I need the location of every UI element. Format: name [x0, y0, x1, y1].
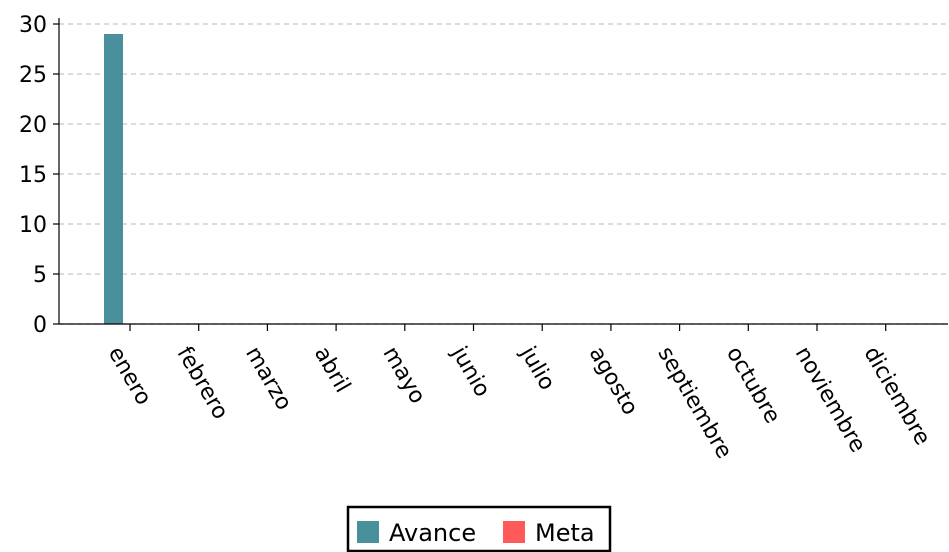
x-tick-label: febrero — [172, 343, 233, 424]
legend-swatch-meta — [503, 521, 525, 543]
grid-lines — [59, 23, 948, 325]
bars — [104, 34, 123, 324]
y-tick-label: 30 — [19, 13, 47, 38]
y-tick-label: 10 — [19, 213, 47, 238]
bar-avance — [104, 34, 123, 324]
legend: Avance Meta — [346, 505, 612, 552]
x-tick-label: julio — [515, 342, 560, 395]
axes — [58, 18, 948, 325]
x-tick-label: marzo — [240, 343, 296, 415]
y-tick-label: 15 — [19, 163, 47, 188]
x-tick-label: diciembre — [859, 343, 935, 450]
y-tick-label: 0 — [33, 313, 47, 338]
x-tick-label: agosto — [584, 343, 643, 420]
y-tick-label: 5 — [33, 263, 47, 288]
x-tick-label: noviembre — [790, 343, 870, 457]
x-tick-label: enero — [103, 343, 156, 410]
legend-label-meta: Meta — [535, 519, 595, 547]
x-tick-label: abril — [309, 343, 355, 398]
x-tick-label: octubre — [721, 343, 785, 428]
y-tick-label: 20 — [19, 113, 47, 138]
x-tick-label: junio — [446, 342, 495, 402]
legend-box — [346, 505, 612, 552]
x-tick-label: septiembre — [652, 343, 736, 464]
legend-swatch-avance — [357, 521, 379, 543]
x-axis-ticks: enero febrero marzo abril mayo junio julio agos… — [103, 324, 935, 463]
x-tick-label: mayo — [378, 343, 430, 409]
y-axis-ticks: 0 5 10 15 20 25 30 — [19, 13, 59, 338]
y-tick-label: 25 — [19, 63, 47, 88]
legend-label-avance: Avance — [389, 519, 476, 547]
